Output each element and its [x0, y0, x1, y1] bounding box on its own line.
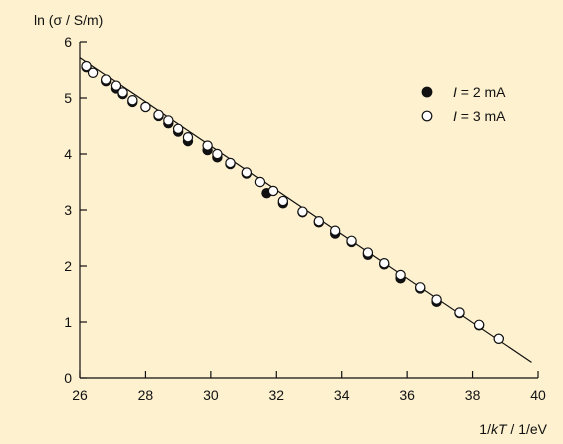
data-point-3ma	[87, 67, 99, 79]
data-point-3ma	[493, 333, 504, 344]
legend-entry-2ma: I = 2 mA	[453, 84, 506, 100]
data-point-3ma	[81, 60, 92, 72]
y-tick-label: 2	[64, 258, 72, 274]
y-tick-label: 5	[64, 90, 72, 106]
data-point-3ma	[153, 109, 164, 121]
x-tick-label: 26	[72, 387, 88, 403]
legend-entry-3ma: I = 3 mA	[453, 108, 506, 124]
data-point-3ma	[346, 235, 357, 246]
y-tick-label: 3	[64, 202, 72, 218]
x-tick-label: 30	[203, 387, 219, 403]
data-point-3ma	[362, 247, 374, 258]
data-point-3ma	[127, 95, 138, 106]
data-point-3ma	[241, 167, 253, 178]
x-axis-label: 1/kT / 1/eV	[479, 421, 547, 437]
x-tick-label: 28	[138, 387, 154, 403]
data-point-3ma	[110, 80, 122, 91]
data-point-3ma	[431, 294, 442, 305]
x-axis-label-italic: kT	[491, 421, 508, 437]
x-tick-label: 32	[268, 387, 284, 403]
y-tick-label: 0	[64, 370, 72, 386]
data-points	[81, 60, 504, 344]
legend-marker-open	[421, 110, 433, 122]
data-point-3ma	[225, 157, 236, 169]
legend-symbol-3ma: I	[453, 108, 457, 124]
x-tick-label: 40	[530, 387, 546, 403]
legend-text-2ma: = 2 mA	[457, 84, 506, 100]
y-axis-label-sigma: σ	[53, 12, 62, 28]
data-point-3ma	[395, 269, 406, 281]
data-point-3ma	[202, 140, 213, 151]
data-point-3ma	[313, 215, 325, 227]
data-point-3ma	[379, 258, 390, 269]
y-axis-label-suffix: / S/m)	[62, 12, 103, 28]
legend: I = 2 mA I = 3 mA	[421, 84, 506, 124]
x-axis-label-suffix: / 1/eV	[507, 421, 548, 437]
data-point-3ma	[254, 176, 266, 188]
data-point-3ma	[117, 87, 128, 98]
y-tick-label: 4	[64, 146, 72, 162]
y-axis-label: ln (σ / S/m)	[34, 12, 103, 28]
data-point-3ma	[182, 131, 194, 143]
data-point-3ma	[297, 206, 308, 217]
data-point-3ma	[415, 282, 426, 293]
data-point-3ma	[267, 185, 279, 197]
data-point-3ma	[454, 307, 465, 318]
data-point-3ma	[212, 148, 223, 160]
y-tick-label: 1	[64, 314, 72, 330]
y-tick-label: 6	[64, 34, 72, 50]
x-tick-label: 36	[399, 387, 415, 403]
x-tick-label: 38	[465, 387, 481, 403]
data-point-3ma	[140, 101, 151, 113]
data-point-3ma	[172, 123, 184, 135]
data-point-3ma	[163, 115, 174, 126]
legend-text-3ma: = 3 mA	[457, 108, 506, 124]
data-point-3ma	[473, 319, 485, 330]
data-point-3ma	[277, 195, 289, 207]
data-point-3ma	[329, 225, 341, 236]
legend-symbol-2ma: I	[453, 84, 457, 100]
x-axis-label-prefix: 1/	[479, 421, 491, 437]
legend-marker-filled	[421, 86, 433, 98]
x-tick-label: 34	[334, 387, 350, 403]
data-point-3ma	[100, 74, 112, 85]
y-axis-label-prefix: ln (	[34, 12, 54, 28]
